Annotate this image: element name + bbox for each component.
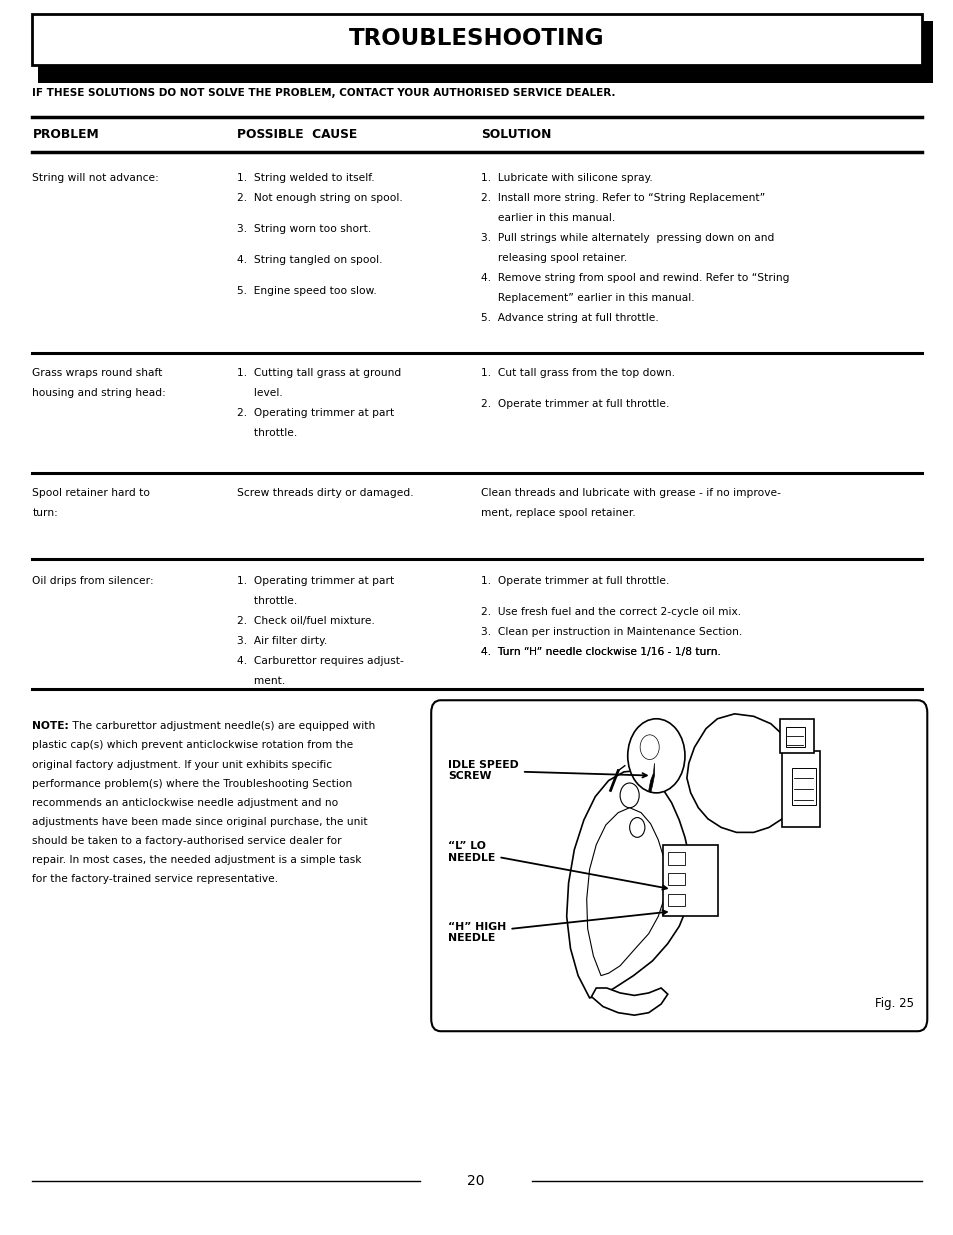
- Text: 3.  Air filter dirty.: 3. Air filter dirty.: [236, 636, 327, 646]
- Text: turn:: turn:: [32, 508, 58, 517]
- Bar: [785, 727, 804, 747]
- Text: “H” HIGH
NEEDLE: “H” HIGH NEEDLE: [448, 910, 666, 944]
- Text: 2.  Operate trimmer at full throttle.: 2. Operate trimmer at full throttle.: [480, 399, 668, 409]
- Text: throttle.: throttle.: [236, 429, 296, 438]
- Text: 4.  Turn “H” needle clockwise 1/16 - 1/8 turn.: 4. Turn “H” needle clockwise 1/16 - 1/8 …: [480, 647, 723, 657]
- Text: performance problem(s) where the Troubleshooting Section: performance problem(s) where the Trouble…: [32, 779, 353, 789]
- Text: repair. In most cases, the needed adjustment is a simple task: repair. In most cases, the needed adjust…: [32, 856, 361, 866]
- Text: housing and string head:: housing and string head:: [32, 388, 166, 398]
- Text: should be taken to a factory-authorised service dealer for: should be taken to a factory-authorised …: [32, 836, 342, 846]
- Text: 1.  Cut tall grass from the top down.: 1. Cut tall grass from the top down.: [480, 368, 674, 378]
- Bar: [667, 852, 684, 864]
- Text: 2.  Operating trimmer at part: 2. Operating trimmer at part: [236, 408, 394, 417]
- Text: 1.  Operating trimmer at part: 1. Operating trimmer at part: [236, 576, 394, 585]
- Bar: [791, 768, 815, 805]
- Bar: [38, 21, 932, 83]
- Polygon shape: [686, 714, 797, 832]
- Text: Screw threads dirty or damaged.: Screw threads dirty or damaged.: [236, 488, 413, 498]
- Polygon shape: [648, 763, 654, 793]
- Bar: [662, 845, 718, 916]
- Polygon shape: [591, 988, 667, 1015]
- Text: Replacement” earlier in this manual.: Replacement” earlier in this manual.: [480, 293, 694, 303]
- Text: 2.  Not enough string on spool.: 2. Not enough string on spool.: [236, 193, 402, 203]
- Text: level.: level.: [236, 388, 282, 398]
- Text: 3.  Pull strings while alternately  pressing down on and: 3. Pull strings while alternately pressi…: [480, 233, 774, 243]
- Text: plastic cap(s) which prevent anticlockwise rotation from the: plastic cap(s) which prevent anticlockwi…: [32, 741, 354, 751]
- Text: TROUBLESHOOTING: TROUBLESHOOTING: [349, 27, 604, 49]
- Circle shape: [629, 818, 644, 837]
- Text: NOTE:: NOTE:: [32, 721, 70, 731]
- Text: Spool retainer hard to: Spool retainer hard to: [32, 488, 151, 498]
- Text: Fig. 25: Fig. 25: [874, 997, 913, 1010]
- Circle shape: [627, 719, 684, 793]
- Bar: [667, 894, 684, 906]
- Text: 2.  Use fresh fuel and the correct 2-cycle oil mix.: 2. Use fresh fuel and the correct 2-cycl…: [480, 606, 740, 616]
- Text: 2.  Check oil/fuel mixture.: 2. Check oil/fuel mixture.: [236, 615, 375, 625]
- Bar: [781, 751, 820, 827]
- Text: 4.  Remove string from spool and rewind. Refer to “String: 4. Remove string from spool and rewind. …: [480, 273, 788, 283]
- Text: 2.  Install more string. Refer to “String Replacement”: 2. Install more string. Refer to “String…: [480, 193, 764, 203]
- Text: 4.  String tangled on spool.: 4. String tangled on spool.: [236, 256, 382, 266]
- Bar: [32, 14, 921, 65]
- Text: PROBLEM: PROBLEM: [32, 128, 99, 142]
- Bar: [667, 873, 684, 885]
- Text: The carburettor adjustment needle(s) are equipped with: The carburettor adjustment needle(s) are…: [69, 721, 375, 731]
- Text: String will not advance:: String will not advance:: [32, 173, 159, 183]
- Text: IF THESE SOLUTIONS DO NOT SOLVE THE PROBLEM, CONTACT YOUR AUTHORISED SERVICE DEA: IF THESE SOLUTIONS DO NOT SOLVE THE PROB…: [32, 88, 616, 98]
- Text: adjustments have been made since original purchase, the unit: adjustments have been made since origina…: [32, 818, 368, 827]
- Text: 4.  Turn “H” needle clockwise 1/16 - 1/8 turn. See Figure 25.: 4. Turn “H” needle clockwise 1/16 - 1/8 …: [480, 647, 800, 657]
- Text: for the factory-trained service representative.: for the factory-trained service represen…: [32, 874, 278, 884]
- Text: Grass wraps round shaft: Grass wraps round shaft: [32, 368, 163, 378]
- Circle shape: [619, 783, 639, 808]
- Text: recommends an anticlockwise needle adjustment and no: recommends an anticlockwise needle adjus…: [32, 798, 338, 808]
- Text: original factory adjustment. If your unit exhibits specific: original factory adjustment. If your uni…: [32, 760, 333, 769]
- Bar: [780, 719, 813, 753]
- Text: 4.  Turn “H” needle clockwise 1/16 - 1/8 turn.: 4. Turn “H” needle clockwise 1/16 - 1/8 …: [480, 647, 723, 657]
- Text: 1.  Operate trimmer at full throttle.: 1. Operate trimmer at full throttle.: [480, 576, 668, 585]
- Text: 1.  Cutting tall grass at ground: 1. Cutting tall grass at ground: [236, 368, 400, 378]
- Text: POSSIBLE  CAUSE: POSSIBLE CAUSE: [236, 128, 356, 142]
- FancyBboxPatch shape: [431, 700, 926, 1031]
- Text: 3.  Clean per instruction in Maintenance Section.: 3. Clean per instruction in Maintenance …: [480, 626, 741, 636]
- Text: ment.: ment.: [236, 676, 285, 685]
- Text: 3.  String worn too short.: 3. String worn too short.: [236, 224, 371, 233]
- Text: 20: 20: [467, 1173, 484, 1188]
- Text: releasing spool retainer.: releasing spool retainer.: [480, 253, 626, 263]
- Text: SOLUTION: SOLUTION: [480, 128, 551, 142]
- Text: 1.  Lubricate with silicone spray.: 1. Lubricate with silicone spray.: [480, 173, 652, 183]
- Text: ment, replace spool retainer.: ment, replace spool retainer.: [480, 508, 635, 517]
- Text: 4.  Carburettor requires adjust-: 4. Carburettor requires adjust-: [236, 656, 403, 666]
- Text: Clean threads and lubricate with grease - if no improve-: Clean threads and lubricate with grease …: [480, 488, 780, 498]
- Text: earlier in this manual.: earlier in this manual.: [480, 212, 615, 222]
- Polygon shape: [586, 808, 665, 976]
- Text: 1.  String welded to itself.: 1. String welded to itself.: [236, 173, 374, 183]
- Text: throttle.: throttle.: [236, 595, 296, 605]
- Circle shape: [639, 735, 659, 760]
- Text: 5.  Advance string at full throttle.: 5. Advance string at full throttle.: [480, 312, 658, 322]
- Text: “L” LO
NEEDLE: “L” LO NEEDLE: [448, 841, 666, 889]
- Text: 5.  Engine speed too slow.: 5. Engine speed too slow.: [236, 287, 375, 296]
- Polygon shape: [566, 771, 690, 998]
- Text: IDLE SPEED
SCREW: IDLE SPEED SCREW: [448, 760, 646, 782]
- Text: Oil drips from silencer:: Oil drips from silencer:: [32, 576, 153, 585]
